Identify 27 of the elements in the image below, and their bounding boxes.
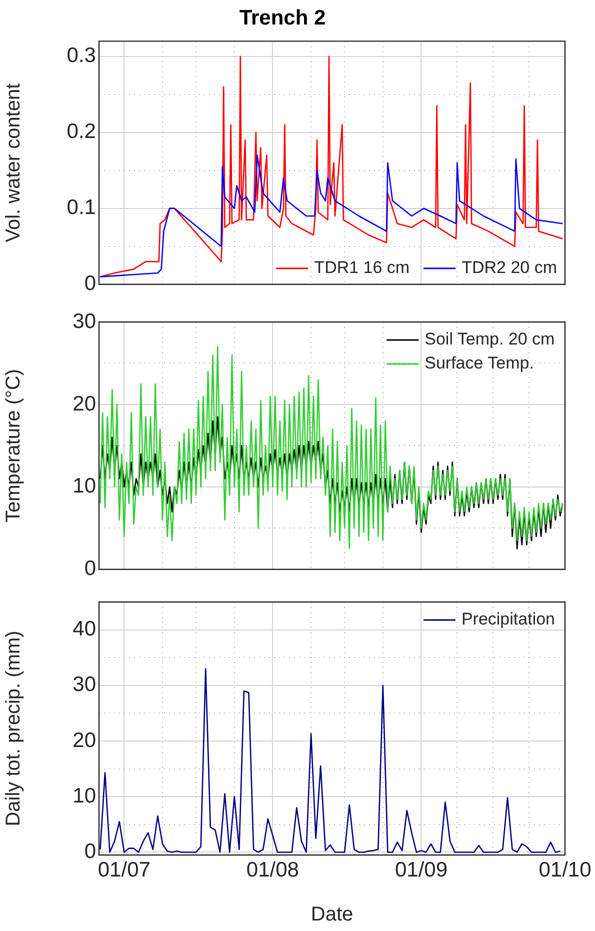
y-tick-label: 20 <box>72 392 96 416</box>
legend-label: Soil Temp. 20 cm <box>424 330 555 349</box>
chart-title: Trench 2 <box>239 6 326 30</box>
y-tick-label: 0.2 <box>66 120 96 144</box>
x-axis-title: Date <box>310 904 354 926</box>
x-tick-label: 01/10 <box>538 858 592 882</box>
y-tick-label: 0 <box>84 272 96 296</box>
y-tick-label: 30 <box>72 673 96 696</box>
y-axis-title: Vol. water content <box>2 82 25 242</box>
y-tick-label: 0.3 <box>66 44 96 68</box>
y-tick-label: 20 <box>72 728 96 752</box>
y-tick-label: 10 <box>72 474 96 498</box>
x-tick-label: 01/09 <box>394 858 448 882</box>
x-tick-label: 01/07 <box>98 858 150 882</box>
y-axis-title: Temperature (°C) <box>2 368 25 522</box>
legend-label: Surface Temp. <box>424 354 534 373</box>
y-tick-label: 30 <box>72 310 96 333</box>
y-tick-label: 0 <box>84 557 96 580</box>
y-tick-label: 40 <box>72 618 96 641</box>
legend-label: TDR2 20 cm <box>462 258 558 278</box>
y-tick-label: 0.1 <box>66 196 96 220</box>
x-tick-label: 01/08 <box>246 858 299 882</box>
y-tick-label: 10 <box>72 784 96 808</box>
y-axis-title: Daily tot. precip. (mm) <box>2 630 25 826</box>
legend-label: TDR1 16 cm <box>314 258 410 278</box>
legend-label: Precipitation <box>461 610 556 629</box>
y-tick-label: 0 <box>84 840 96 864</box>
